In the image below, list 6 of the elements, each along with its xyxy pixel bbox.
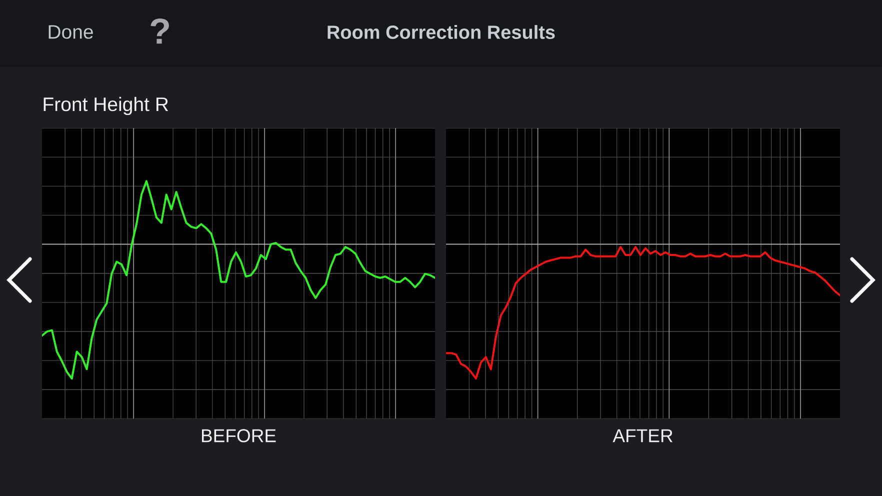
x-axis-title: AFTER [612, 429, 672, 442]
x-axis-title: BEFORE [202, 429, 276, 442]
chart-subtitle: Front Height R [44, 96, 168, 116]
text: ? [150, 18, 169, 44]
text: Done [48, 25, 93, 39]
chart-title: Room Correction Results [328, 25, 555, 39]
